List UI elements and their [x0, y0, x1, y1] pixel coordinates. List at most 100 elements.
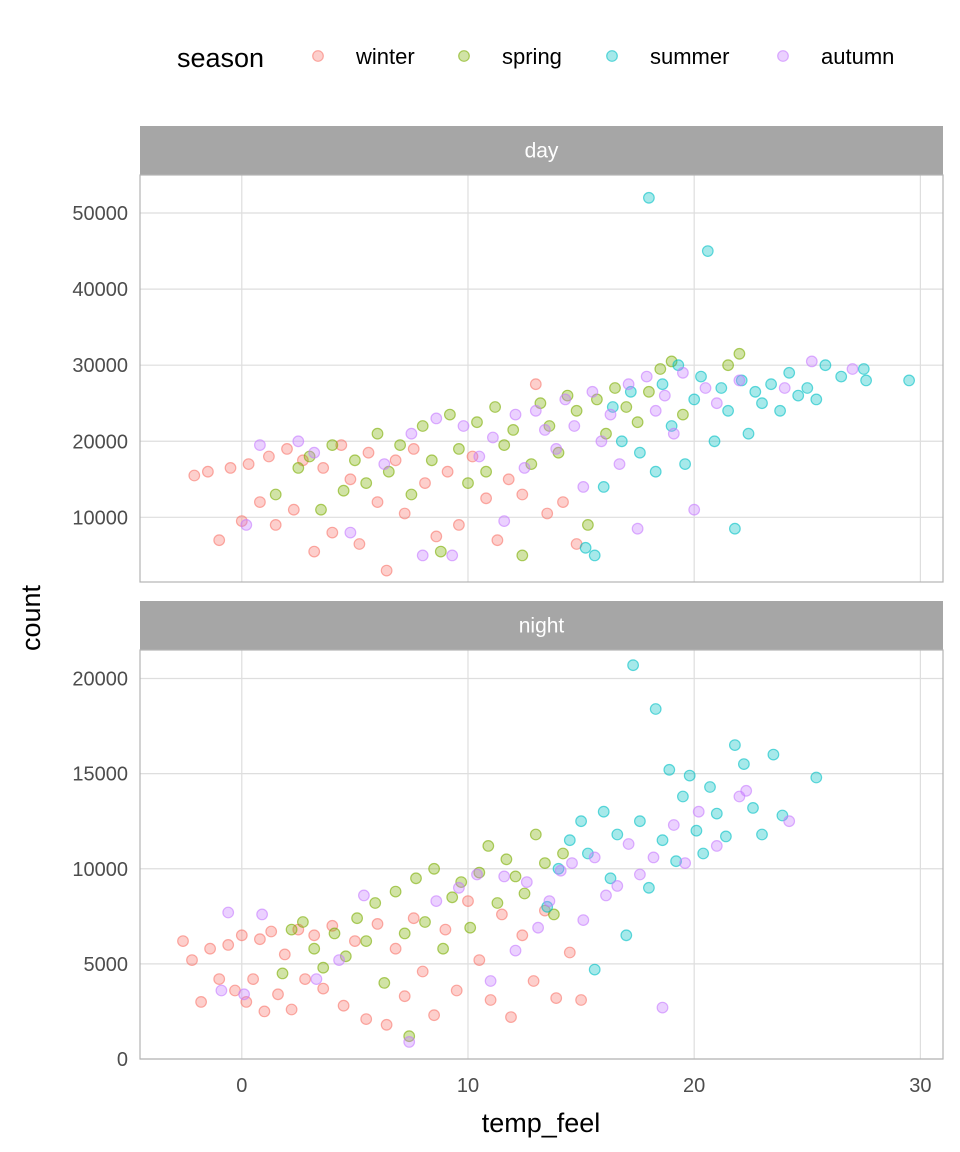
point-winter — [407, 912, 420, 925]
point-summer — [663, 763, 676, 776]
point-summer — [722, 404, 734, 417]
point-winter — [441, 465, 454, 478]
point-winter — [380, 564, 393, 577]
point-winter — [398, 990, 411, 1003]
legend-label-summer: summer — [650, 44, 729, 69]
point-autumn — [308, 446, 321, 459]
point-autumn — [358, 889, 370, 902]
point-autumn — [471, 868, 483, 881]
point-winter — [349, 935, 361, 947]
point-autumn — [611, 880, 624, 892]
point-autumn — [498, 515, 511, 527]
point-autumn — [532, 921, 544, 934]
point-summer — [588, 549, 601, 562]
point-autumn — [554, 864, 567, 877]
point-spring — [539, 857, 551, 869]
point-spring — [509, 870, 522, 883]
point-winter — [557, 496, 569, 509]
point-autumn — [783, 815, 796, 828]
point-winter — [541, 507, 554, 520]
point-summer — [860, 374, 872, 387]
point-spring — [297, 916, 309, 928]
point-autumn — [520, 876, 533, 888]
point-winter — [258, 1005, 271, 1018]
point-autumn — [430, 412, 443, 425]
point-autumn — [588, 851, 601, 864]
point-spring — [464, 921, 477, 934]
point-autumn — [430, 895, 443, 907]
point-spring — [462, 477, 474, 490]
point-autumn — [378, 458, 391, 471]
point-spring — [276, 967, 289, 980]
point-autumn — [238, 988, 251, 1001]
point-winter — [337, 999, 350, 1012]
gridlines — [140, 175, 943, 582]
strip-background — [140, 126, 943, 175]
point-autumn — [667, 427, 680, 440]
point-summer — [774, 404, 786, 417]
point-summer — [679, 458, 691, 471]
point-spring — [416, 420, 429, 432]
point-spring — [425, 454, 438, 467]
point-summer — [819, 359, 832, 372]
point-winter — [263, 450, 275, 463]
point-winter — [491, 534, 504, 547]
point-autumn — [805, 355, 818, 368]
point-spring — [631, 416, 644, 429]
point-winter — [516, 929, 529, 942]
point-spring — [410, 872, 422, 885]
point-autumn — [679, 857, 691, 869]
point-autumn — [658, 389, 671, 402]
point-winter — [285, 1003, 298, 1016]
point-autumn — [733, 374, 746, 387]
point-winter — [213, 973, 226, 985]
point-spring — [582, 519, 594, 531]
point-summer — [634, 446, 646, 459]
point-spring — [444, 408, 456, 421]
y-axis-title: count — [16, 584, 46, 651]
point-winter — [480, 492, 493, 505]
gridlines — [140, 650, 943, 1060]
point-winter — [419, 477, 431, 490]
point-summer — [756, 397, 768, 410]
point-winter — [473, 954, 486, 966]
point-autumn — [613, 458, 626, 471]
point-winter — [213, 534, 226, 547]
point-winter — [529, 378, 542, 391]
point-autumn — [292, 435, 305, 448]
y-tick-label: 20000 — [72, 669, 128, 691]
point-winter — [204, 942, 217, 955]
x-tick-label: 10 — [457, 1075, 479, 1097]
point-summer — [765, 378, 777, 391]
point-autumn — [256, 908, 269, 921]
point-autumn — [692, 805, 705, 818]
point-summer — [690, 824, 703, 837]
point-winter — [371, 918, 384, 930]
x-tick-label: 0 — [236, 1075, 247, 1097]
point-spring — [326, 439, 339, 452]
point-winter — [550, 992, 563, 1004]
legend-label-spring: spring — [502, 44, 562, 69]
point-summer — [615, 435, 628, 448]
point-summer — [695, 370, 707, 383]
point-summer — [588, 963, 601, 976]
point-summer — [656, 378, 669, 391]
point-winter — [428, 1009, 441, 1022]
panel-day: day 10000 20000 30000 40000 50000 — [72, 126, 944, 583]
point-summer — [729, 739, 741, 751]
point-summer — [604, 872, 617, 885]
point-summer — [582, 847, 594, 860]
point-spring — [285, 923, 298, 936]
point-summer — [611, 828, 624, 841]
point-winter — [484, 994, 497, 1006]
point-summer — [634, 815, 646, 828]
point-autumn — [699, 382, 712, 394]
point-summer — [783, 366, 796, 379]
point-winter — [308, 929, 321, 942]
legend-key-autumn — [777, 50, 789, 62]
point-summer — [620, 929, 633, 942]
point-autumn — [577, 914, 590, 926]
point-spring — [525, 458, 538, 471]
point-autumn — [568, 420, 581, 432]
point-winter — [450, 984, 463, 997]
